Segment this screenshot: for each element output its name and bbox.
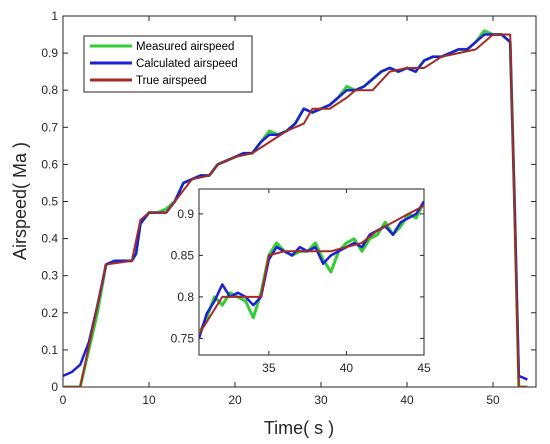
main-series-group (63, 29, 528, 387)
main-ytick-label: 0.3 (41, 269, 58, 283)
y-axis-title: Airspeed( Ma ) (10, 142, 30, 260)
inset-plot: 35 40 45 0.75 0.8 0.85 0.9 (171, 188, 431, 375)
inset-series-true-airspeed (199, 204, 424, 335)
main-ytick-label: 0.6 (41, 157, 58, 171)
inset-ticks (199, 189, 425, 355)
inset-xtick-label: 35 (262, 361, 276, 375)
inset-plot-frame (198, 188, 425, 356)
inset-ytick-label: 0.8 (177, 290, 194, 304)
main-series-true-airspeed (63, 33, 528, 387)
inset-series-group (199, 200, 424, 339)
main-ytick-label: 0.7 (41, 120, 58, 134)
inset-series-calculated-airspeed (199, 200, 424, 339)
main-xtick-label: 20 (228, 393, 242, 407)
legend-label-measured: Measured airspeed (136, 41, 234, 53)
inset-ytick-label: 0.9 (177, 207, 194, 221)
main-xtick-label: 10 (142, 393, 156, 407)
main-xtick-label: 30 (314, 393, 328, 407)
inset-ytick-label: 0.75 (171, 331, 195, 345)
main-ytick-label: 0.2 (41, 306, 58, 320)
main-ytick-label: 0 (51, 380, 58, 394)
legend-label-calculated: Calculated airspeed (136, 58, 238, 70)
inset-ytick-label: 0.85 (171, 248, 195, 262)
main-ytick-label: 1 (51, 9, 58, 23)
main-ytick-label: 0.4 (41, 232, 58, 246)
main-plot: 0 10 20 30 40 50 0 0.1 0.2 0.3 0.4 0.5 0.6 0.7 0.8 0.9… (41, 9, 537, 407)
main-ticks (62, 15, 536, 388)
main-ytick-label: 0.9 (41, 46, 58, 60)
main-ytick-labels: 0 0.1 0.2 0.3 0.4 0.5 0.6 0.7 0.8 0.9 1 (41, 9, 58, 394)
main-ytick-label: 0.1 (41, 343, 58, 357)
main-ytick-label: 0.8 (41, 83, 58, 97)
main-xtick-labels: 0 10 20 30 40 50 (60, 393, 500, 407)
inset-xtick-label: 40 (340, 361, 354, 375)
main-xtick-label: 40 (400, 393, 414, 407)
legend-label-true: True airspeed (136, 75, 207, 87)
main-ytick-label: 0.5 (41, 195, 58, 209)
main-series-calculated-airspeed (63, 33, 528, 381)
main-xtick-label: 0 (60, 393, 67, 407)
x-axis-title: Time( s ) (264, 418, 334, 438)
inset-xtick-label: 45 (417, 361, 431, 375)
main-xtick-label: 50 (486, 393, 500, 407)
legend: Measured airspeed Calculated airspeed Tr… (83, 35, 253, 93)
inset-xtick-labels: 35 40 45 (262, 361, 431, 375)
inset-ytick-labels: 0.75 0.8 0.85 0.9 (171, 207, 195, 346)
